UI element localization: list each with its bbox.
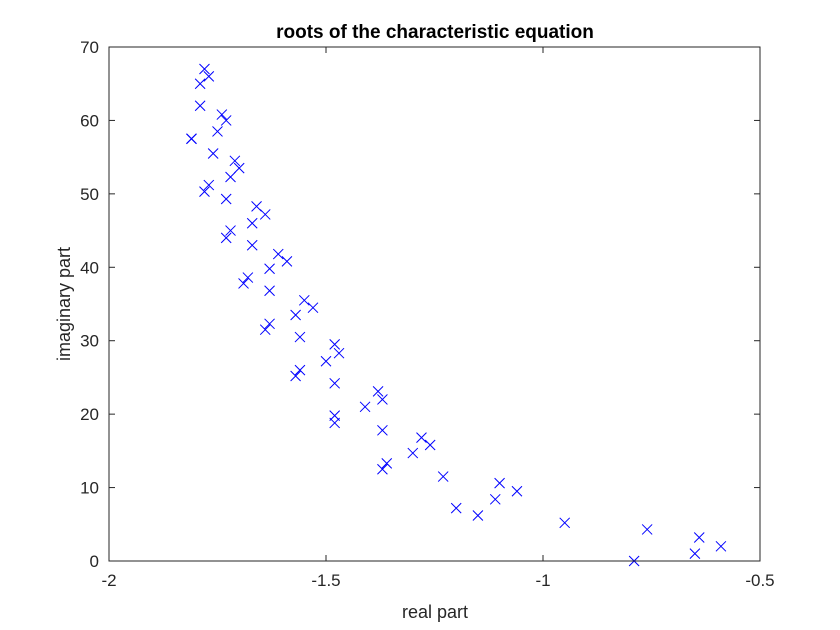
data-point: [229, 155, 241, 167]
data-point: [329, 339, 341, 350]
data-point: [381, 457, 393, 469]
axes-box: [108, 46, 761, 562]
data-point: [294, 331, 306, 343]
data-point: [203, 179, 215, 191]
y-tick-label: 0: [90, 552, 99, 571]
data-point: [689, 548, 701, 560]
y-axis-label: imaginary part: [54, 247, 74, 361]
data-point: [494, 477, 505, 489]
x-tick-label: -2: [101, 571, 116, 590]
data-point: [693, 532, 705, 543]
data-point: [238, 278, 249, 289]
x-axis: -2 -1.5 -1 -0.5: [101, 47, 775, 590]
data-point: [225, 171, 236, 183]
data-point: [259, 324, 271, 336]
data-point: [641, 524, 653, 535]
y-tick-label: 30: [80, 332, 99, 351]
data-point: [251, 200, 262, 212]
data-point: [329, 417, 341, 429]
data-point: [416, 432, 427, 443]
y-tick-label: 60: [80, 111, 99, 130]
data-point: [294, 364, 306, 376]
y-axis: 0 10 20 30 40 50 60 70: [80, 38, 760, 571]
x-axis-label: real part: [402, 602, 468, 622]
data-point: [407, 447, 419, 459]
y-tick-label: 70: [80, 38, 99, 57]
data-point: [377, 424, 388, 436]
data-point: [437, 471, 449, 482]
data-point: [320, 355, 332, 367]
data-point: [333, 347, 345, 359]
data-point: [225, 225, 236, 236]
data-point: [472, 510, 484, 521]
data-point: [377, 394, 388, 405]
data-point: [246, 217, 258, 229]
data-point: [290, 370, 301, 382]
plot-area: [109, 47, 760, 561]
y-tick-label: 20: [80, 405, 99, 424]
data-point: [424, 439, 436, 451]
data-point: [186, 133, 197, 145]
x-tick-label: -1.5: [311, 571, 340, 590]
data-point: [203, 71, 215, 82]
data-point: [281, 256, 293, 267]
data-point: [233, 162, 245, 174]
data-point: [220, 115, 232, 126]
data-point: [246, 239, 258, 251]
y-tick-label: 40: [80, 258, 99, 277]
chart-title: roots of the characteristic equation: [276, 22, 594, 43]
data-point: [216, 109, 228, 120]
data-point: [450, 502, 462, 514]
data-point: [199, 186, 210, 198]
data-point: [715, 540, 727, 552]
data-point: [212, 126, 223, 137]
data-point: [207, 148, 219, 159]
data-point: [329, 377, 341, 389]
data-point: [307, 302, 319, 314]
data-point: [489, 493, 501, 505]
data-point: [290, 309, 301, 321]
data-point: [220, 193, 232, 205]
y-tick-label: 50: [80, 185, 99, 204]
data-point: [559, 517, 571, 529]
data-point: [199, 63, 210, 75]
x-tick-label: -0.5: [745, 571, 774, 590]
data-point: [298, 294, 310, 306]
data-point: [242, 272, 254, 283]
data-point: [194, 78, 206, 90]
data-point: [359, 401, 371, 413]
data-point: [220, 232, 232, 244]
y-tick-label: 10: [80, 479, 99, 498]
data-point: [194, 100, 206, 112]
data-point: [372, 386, 384, 397]
x-tick-label: -1: [535, 571, 550, 590]
data-point: [259, 209, 271, 220]
data-point: [272, 248, 284, 260]
data-point: [377, 463, 388, 475]
markers-layer: [186, 63, 727, 567]
data-point: [264, 318, 275, 330]
data-point: [264, 263, 275, 275]
data-point: [511, 485, 523, 497]
data-point: [264, 285, 275, 297]
